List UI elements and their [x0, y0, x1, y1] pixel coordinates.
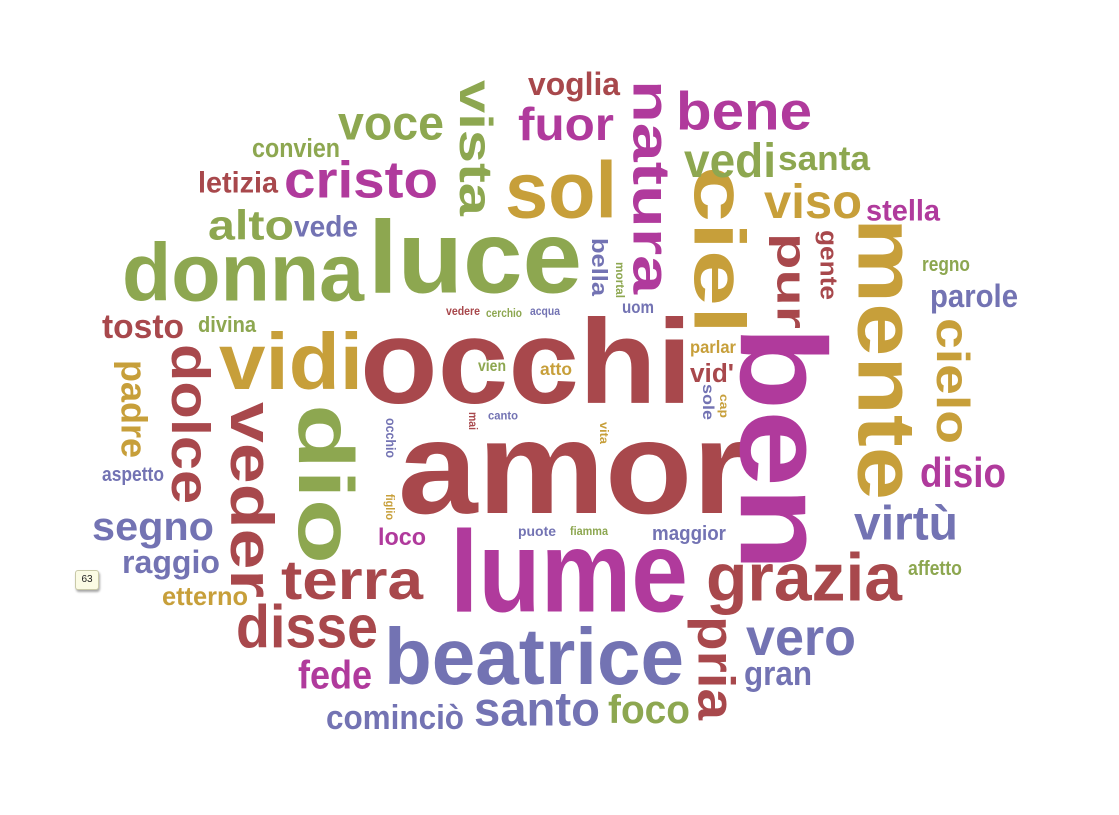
word-23: voglia — [528, 66, 620, 102]
word-5: luce — [368, 200, 582, 315]
word-62: vien — [478, 357, 506, 375]
word-63: atto — [540, 359, 572, 379]
word-25: santa — [778, 140, 871, 177]
word-8: vidi — [219, 318, 363, 407]
word-53: etterno — [162, 583, 248, 611]
word-16: dolce — [160, 344, 220, 504]
word-54: loco — [378, 525, 426, 551]
word-46: vede — [294, 210, 358, 243]
word-38: pria — [687, 616, 745, 721]
word-74: maggior — [652, 523, 726, 546]
word-18: vista — [450, 80, 501, 216]
word-20: bene — [676, 81, 812, 142]
word-67: occhio — [383, 418, 399, 458]
word-0: amor — [398, 394, 748, 542]
word-55: bella — [587, 238, 612, 297]
word-4: beatrice — [384, 611, 684, 701]
word-44: letizia — [198, 166, 279, 200]
word-17: natura — [622, 80, 680, 295]
word-56: mortal — [613, 262, 627, 298]
word-60: sole — [699, 384, 717, 420]
word-33: disio — [920, 450, 1006, 497]
word-49: padre — [114, 360, 155, 458]
word-15: disse — [236, 595, 378, 661]
word-64: vedere — [446, 306, 480, 319]
word-31: parole — [930, 278, 1018, 314]
word-39: foco — [608, 688, 690, 733]
word-34: virtù — [854, 498, 958, 551]
word-12: grazia — [706, 540, 903, 615]
word-59: vid' — [690, 358, 734, 388]
word-35: affetto — [908, 557, 962, 579]
word-61: cap — [717, 394, 731, 418]
word-13: veder — [217, 402, 284, 598]
word-29: gente — [815, 230, 842, 300]
word-51: segno — [92, 503, 214, 548]
word-7: dio — [282, 404, 370, 564]
word-9: mente — [841, 218, 933, 500]
word-72: puote — [518, 523, 556, 539]
word-22: fuor — [518, 99, 614, 150]
word-45: alto — [208, 201, 294, 248]
word-40: santo — [474, 683, 600, 736]
word-11: ciel — [679, 166, 760, 334]
word-50: aspetto — [102, 463, 164, 485]
word-36: vero — [746, 609, 856, 667]
word-10: sol — [505, 145, 617, 234]
count-tooltip: 63 — [75, 570, 99, 590]
word-21: voce — [338, 97, 444, 151]
word-6: donna — [122, 227, 365, 319]
word-71: figlio — [383, 494, 396, 520]
word-30: regno — [922, 253, 970, 275]
word-70: vita — [597, 422, 611, 444]
word-3: lume — [450, 507, 688, 637]
word-41: cominciò — [326, 698, 464, 736]
word-37: gran — [744, 654, 812, 692]
word-1: occhi — [360, 295, 692, 429]
word-69: canto — [488, 409, 518, 422]
word-19: cristo — [284, 151, 438, 209]
word-57: uom — [622, 297, 654, 318]
word-27: pur — [768, 233, 815, 329]
word-52: raggio — [122, 544, 220, 580]
word-73: fiamma — [570, 526, 609, 539]
word-28: stella — [866, 194, 941, 228]
word-47: tosto — [102, 308, 184, 346]
word-65: cerchio — [486, 308, 522, 321]
word-68: mai — [466, 412, 479, 430]
word-32: cielo — [927, 318, 979, 444]
word-48: divina — [198, 313, 256, 337]
word-66: acqua — [530, 306, 561, 319]
word-26: viso — [764, 175, 862, 228]
word-58: parlar — [690, 337, 736, 358]
word-42: fede — [298, 654, 372, 698]
word-43: convien — [252, 135, 340, 163]
word-2: ben — [715, 326, 852, 571]
word-24: vedi — [684, 133, 776, 187]
word-14: terra — [281, 549, 424, 611]
